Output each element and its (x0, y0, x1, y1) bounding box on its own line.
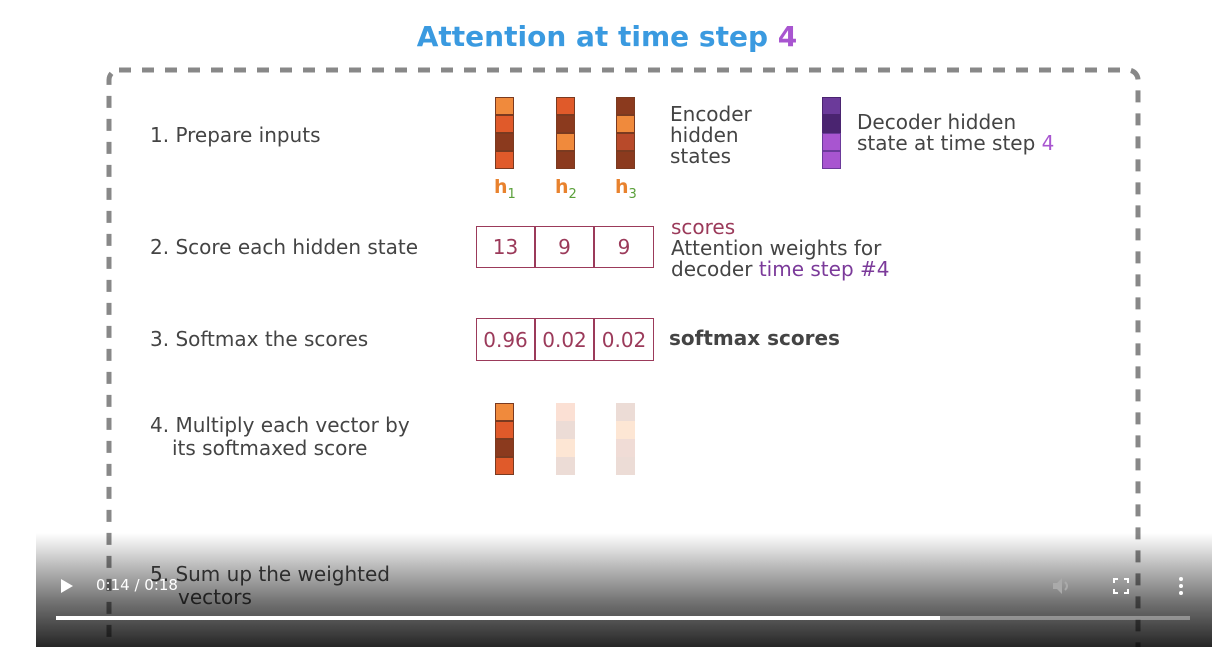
scores-label: scores (671, 215, 736, 239)
vector-cell (556, 133, 575, 151)
vector-cell (495, 439, 514, 457)
vector-label: h2 (555, 176, 577, 202)
softmax-label: softmax scores (669, 326, 840, 350)
decoder-step: 4 (1041, 131, 1055, 155)
step-label: its softmaxed score (172, 436, 368, 460)
vector-label: h1 (494, 176, 516, 202)
vector-cell (495, 457, 514, 475)
step-label: 3. Softmax the scores (150, 327, 369, 351)
play-button[interactable] (58, 578, 74, 594)
vector-cell (556, 151, 575, 169)
score-cell: 9 (535, 226, 594, 268)
title: Attention at time step 4 (0, 20, 1214, 53)
text-line: Decoder hidden (857, 110, 1017, 134)
vector-cell (495, 421, 514, 439)
vector-cell (556, 97, 575, 115)
text-line: states (670, 144, 732, 168)
vector-cell (616, 97, 635, 115)
softmax-cell: 0.02 (535, 318, 594, 361)
vector-cell (616, 403, 635, 421)
fullscreen-button[interactable] (1113, 578, 1129, 594)
score-cell: 9 (594, 226, 654, 268)
vector-cell (616, 421, 635, 439)
title-step: 4 (777, 20, 798, 53)
vector-cell (556, 115, 575, 133)
vector-cell (822, 151, 841, 169)
vector-cell (616, 115, 635, 133)
text-line: Attention weights for (671, 236, 882, 260)
volume-button[interactable] (1051, 576, 1073, 596)
vector-cell (616, 439, 635, 457)
vector-cell (822, 115, 841, 133)
title-text: Attention at time step (416, 20, 769, 53)
text-line: Encoder (670, 102, 752, 126)
vector-cell (616, 457, 635, 475)
step-label: 1. Prepare inputs (150, 123, 321, 147)
text-line: state at time step (857, 131, 1036, 155)
player-controls: 0:14 / 0:18 (36, 533, 1212, 647)
vector-cell (616, 151, 635, 169)
vector-cell (556, 421, 575, 439)
score-cell: 13 (476, 226, 535, 268)
step-label: 4. Multiply each vector by (150, 413, 410, 437)
vector-cell (556, 439, 575, 457)
progress-bar[interactable] (56, 616, 1190, 620)
softmax-cell: 0.02 (594, 318, 654, 361)
vector-cell (556, 403, 575, 421)
vector-cell (495, 403, 514, 421)
encoder-label: Encoder hidden states (670, 104, 752, 167)
step-label: 2. Score each hidden state (150, 235, 419, 259)
vector-cell (822, 133, 841, 151)
vector-cell (556, 457, 575, 475)
text-line: decoder (671, 257, 753, 281)
time-display: 0:14 / 0:18 (96, 576, 178, 594)
progress-played (56, 616, 940, 620)
softmax-cell: 0.96 (476, 318, 535, 361)
vector-sub: 2 (568, 186, 577, 202)
vector-sub: 1 (507, 186, 516, 202)
more-button[interactable] (1176, 576, 1186, 596)
vector-name: h (615, 176, 629, 198)
vector-cell (495, 115, 514, 133)
scores-note: scores Attention weights for decoder tim… (671, 217, 889, 280)
vector-label: h3 (615, 176, 637, 202)
vector-cell (495, 97, 514, 115)
vector-cell (616, 133, 635, 151)
highlight: time step #4 (758, 257, 890, 281)
vector-name: h (494, 176, 508, 198)
vector-cell (495, 151, 514, 169)
text-line: hidden (670, 123, 739, 147)
decoder-label: Decoder hidden state at time step 4 (857, 112, 1054, 154)
vector-cell (822, 97, 841, 115)
vector-cell (495, 133, 514, 151)
vector-name: h (555, 176, 569, 198)
vector-sub: 3 (628, 186, 637, 202)
